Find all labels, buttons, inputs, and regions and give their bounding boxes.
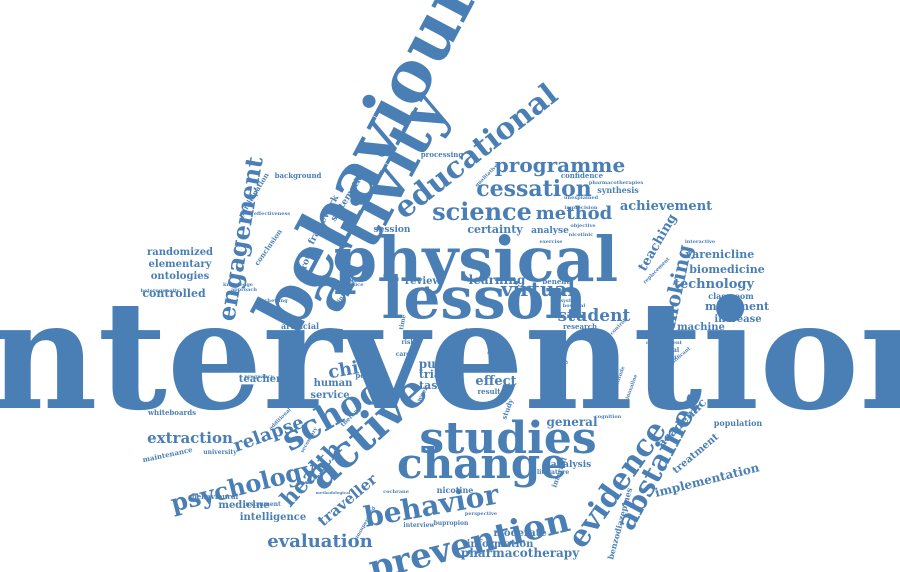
word-background: background: [275, 171, 322, 180]
word-result: result: [477, 387, 501, 396]
word-moderate: moderate: [493, 528, 546, 539]
word-cognition: cognition: [595, 414, 622, 420]
word-teacher: teacher: [239, 374, 282, 385]
word-cochrane: cochrane: [383, 489, 409, 495]
word-randomized: randomized: [147, 247, 213, 258]
word-perspective: perspective: [465, 511, 497, 517]
word-pharmacotherapy: pharmacotherapy: [461, 546, 580, 560]
word-general: general: [546, 415, 597, 429]
word-effectiveness: effectiveness: [254, 211, 290, 217]
word-hospital: hospital: [563, 303, 586, 309]
word-approach: approach: [231, 287, 257, 293]
word-artificial: artificial: [281, 321, 319, 331]
word-population: population: [714, 418, 763, 428]
word-pregnancy: pregnancy: [244, 374, 274, 380]
word-change: change: [397, 439, 567, 488]
word-pupil: pupil: [419, 357, 454, 371]
word-elementary: elementary: [149, 259, 213, 270]
word-research: research: [563, 322, 597, 331]
word-programme: programme: [495, 153, 625, 177]
word-interactive: interactive: [685, 239, 715, 245]
word-exercise: exercise: [540, 239, 563, 245]
word-analysis: analysis: [551, 460, 591, 470]
word-imprecision: imprecision: [564, 205, 597, 211]
word-heterogeneity: heterogeneity: [141, 288, 181, 294]
word-information: information: [467, 539, 534, 550]
word-policy: policy: [355, 371, 379, 380]
word-whiteboards: whiteboards: [147, 408, 196, 417]
word-achievement: achievement: [620, 199, 712, 214]
word-maintenance: maintenance: [142, 445, 194, 464]
word-cessation: cessation: [476, 176, 592, 202]
word-service: service: [310, 390, 349, 401]
word-student: student: [558, 306, 631, 326]
word-method: method: [536, 203, 613, 224]
word-interview: interview: [403, 522, 435, 529]
word-science: science: [432, 197, 532, 226]
word-objective: objective: [570, 223, 595, 229]
word-trial: trial: [419, 368, 445, 381]
word-learning: learning: [469, 273, 526, 287]
word-synthesis: synthesis: [597, 185, 639, 195]
word-confidence: confidence: [561, 171, 604, 180]
word-lesson: lesson: [381, 264, 586, 332]
word-review: review: [405, 276, 442, 287]
word-human: human: [314, 378, 354, 389]
word-university: university: [203, 449, 237, 456]
word-risk: risk: [402, 339, 416, 346]
word-ontologies: ontologies: [151, 271, 210, 282]
word-virtual: virtual: [500, 277, 575, 301]
word-session: session: [374, 225, 411, 235]
word-literature: literature: [537, 469, 569, 476]
word-intelligence: intelligence: [240, 512, 307, 523]
word-time: time: [398, 314, 408, 330]
word-technology: technology: [674, 277, 754, 292]
word-analyse: analyse: [531, 226, 569, 236]
word-effect: effect: [475, 374, 516, 389]
word-task: task: [419, 379, 445, 392]
word-potential: potential: [649, 347, 680, 354]
word-medicine: medicine: [218, 500, 269, 511]
word-biomedicine: biomedicine: [689, 263, 765, 276]
word-unexplained: unexplained: [564, 195, 599, 201]
word-practice: practice: [341, 282, 364, 288]
word-chewing: chewing: [264, 298, 288, 304]
word-weekend: weekend: [651, 355, 677, 361]
word-instrument: instrument: [243, 501, 281, 508]
word-behavioural: behavioural: [192, 492, 239, 501]
word-intervention: intervention: [0, 268, 900, 444]
word-certainty: certainty: [467, 223, 523, 236]
word-classroom: classroom: [708, 291, 754, 301]
word-care: care: [396, 351, 411, 358]
word-bupropion: bupropion: [434, 520, 469, 527]
word-evaluation: evaluation: [267, 531, 372, 552]
word-physical: physical: [334, 223, 618, 296]
word-knowledge: knowledge: [223, 282, 253, 288]
word-nicotinic: nicotinic: [569, 232, 594, 238]
word-varenicline: varenicline: [685, 248, 755, 261]
word-benefit: benefit: [542, 277, 570, 286]
word-nicotine: nicotine: [437, 485, 474, 495]
word-extraction: extraction: [147, 429, 233, 447]
word-processing: processing: [421, 150, 464, 159]
word-system: system: [560, 298, 580, 304]
word-increase: increase: [714, 314, 761, 325]
word-controlled: controlled: [142, 287, 206, 300]
word-english: english: [347, 277, 368, 283]
word-development: development: [646, 340, 683, 346]
word-studies: studies: [419, 413, 596, 464]
word-machine: machine: [677, 322, 725, 333]
word-movement: movement: [705, 300, 770, 313]
word-methodological: methodological: [316, 490, 351, 495]
word-pharmacotherapies: pharmacotherapies: [589, 180, 643, 186]
